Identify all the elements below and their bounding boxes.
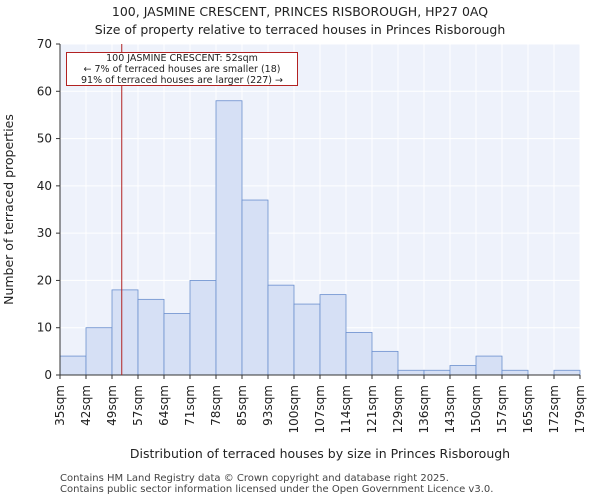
x-tick-label: 42sqm: [79, 385, 93, 426]
histogram-bar: [501, 369, 529, 376]
histogram-bar: [449, 365, 477, 376]
x-tick-label: 150sqm: [469, 385, 483, 433]
x-tick-label: 121sqm: [365, 385, 379, 433]
histogram-bar: [59, 355, 87, 376]
x-tick-label: 157sqm: [495, 385, 509, 433]
x-tick-label: 165sqm: [521, 385, 535, 433]
x-tick-label: 71sqm: [183, 385, 197, 426]
y-tick-label: 70: [37, 37, 52, 51]
x-tick-label: 64sqm: [157, 385, 171, 426]
histogram-bar: [319, 294, 347, 376]
x-tick-label: 85sqm: [235, 385, 249, 426]
annotation-box: 100 JASMINE CRESCENT: 52sqm ← 7% of terr…: [66, 52, 298, 86]
x-tick-label: 172sqm: [547, 385, 561, 433]
histogram-bar: [293, 303, 321, 376]
histogram-bar: [215, 100, 243, 376]
histogram-bar: [423, 369, 451, 376]
annotation-line-property: 100 JASMINE CRESCENT: 52sqm: [106, 53, 258, 64]
x-tick-label: 78sqm: [209, 385, 223, 426]
x-tick-label: 93sqm: [261, 385, 275, 426]
annotation-line-larger: 91% of terraced houses are larger (227) …: [81, 75, 283, 86]
y-tick-label: 50: [37, 132, 52, 146]
y-tick-label: 60: [37, 84, 52, 98]
chart-title: 100, JASMINE CRESCENT, PRINCES RISBOROUG…: [111, 4, 489, 19]
footer-line-2: Contains public sector information licen…: [60, 484, 494, 495]
histogram-bar: [111, 289, 139, 376]
annotation-line-smaller: ← 7% of terraced houses are smaller (18): [83, 64, 281, 75]
x-tick-label: 143sqm: [443, 385, 457, 433]
histogram-bar: [345, 332, 373, 376]
histogram-bar: [189, 280, 217, 376]
footer: Contains HM Land Registry data © Crown c…: [60, 473, 493, 495]
x-tick-label: 100sqm: [287, 385, 301, 433]
x-tick-label: 57sqm: [131, 385, 145, 426]
histogram-bar: [163, 313, 191, 376]
footer-line-1: Contains HM Land Registry data © Crown c…: [60, 473, 449, 484]
histogram-bar: [241, 199, 269, 376]
y-tick-label: 40: [37, 179, 52, 193]
histogram-bar: [397, 369, 425, 376]
y-tick-label: 10: [37, 321, 52, 335]
x-axis-label: Distribution of terraced houses by size …: [130, 446, 510, 461]
histogram-bar: [475, 355, 503, 376]
y-tick-label: 30: [37, 226, 52, 240]
x-tick-label: 136sqm: [417, 385, 431, 433]
x-tick-label: 179sqm: [573, 385, 587, 433]
histogram-bar: [267, 284, 295, 376]
histogram-bar: [137, 298, 165, 376]
y-tick-label: 0: [44, 368, 52, 382]
histogram-bar: [371, 350, 399, 376]
histogram-bar: [85, 327, 113, 376]
chart-title-block: 100, JASMINE CRESCENT, PRINCES RISBOROUG…: [0, 3, 600, 39]
x-tick-label: 107sqm: [313, 385, 327, 433]
x-tick-label: 49sqm: [105, 385, 119, 426]
y-axis-label: Number of terraced properties: [1, 114, 16, 305]
x-tick-label: 35sqm: [53, 385, 67, 426]
x-tick-label: 114sqm: [339, 385, 353, 433]
y-tick-label: 20: [37, 273, 52, 287]
x-tick-label: 129sqm: [391, 385, 405, 433]
histogram-bar: [553, 369, 581, 376]
chart-subtitle: Size of property relative to terraced ho…: [94, 22, 506, 37]
